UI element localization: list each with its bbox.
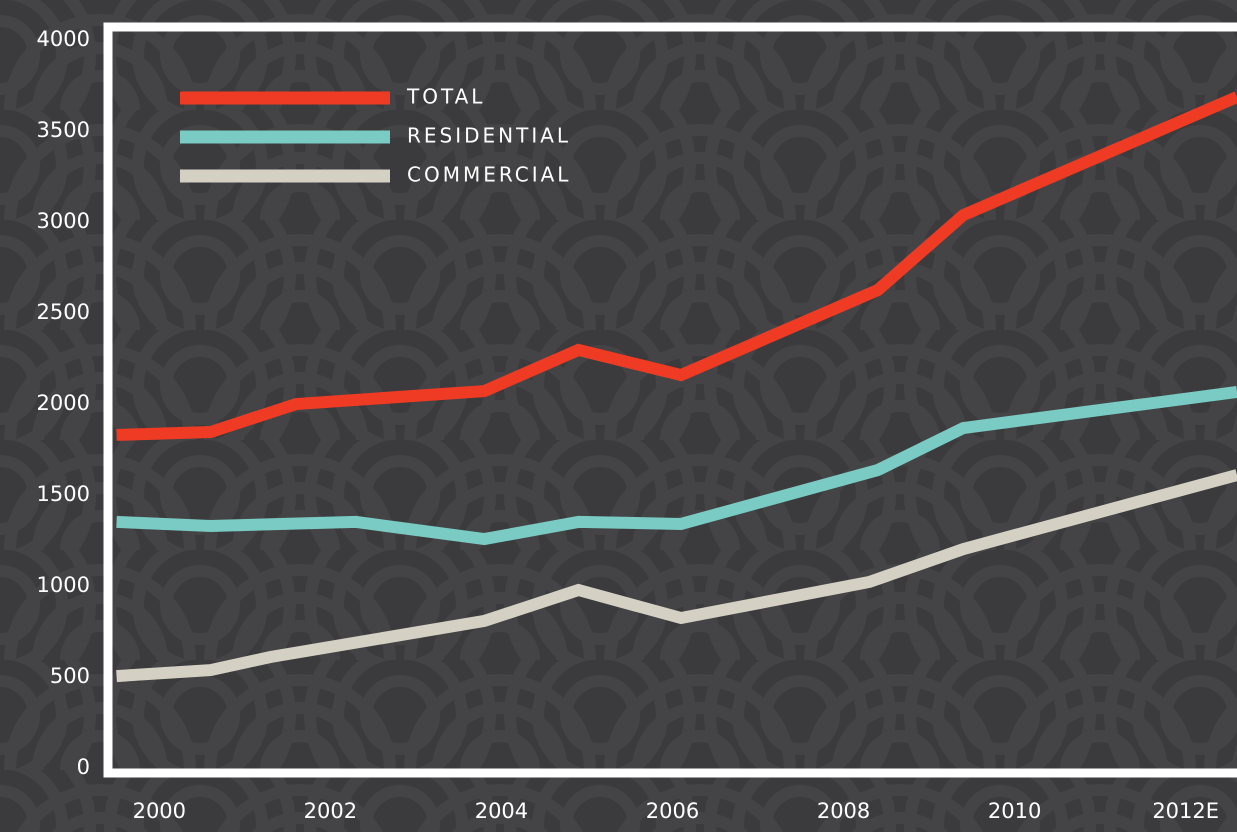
y-tick-label: 3000: [37, 209, 90, 233]
y-tick-label: 1000: [37, 573, 90, 597]
y-tick-label: 4000: [37, 27, 90, 51]
x-tick-label: 2012E: [1152, 799, 1219, 823]
x-tick-label: 2002: [304, 799, 357, 823]
y-tick-label: 0: [77, 755, 90, 779]
y-tick-label: 1500: [37, 482, 90, 506]
x-tick-label: 2010: [988, 799, 1041, 823]
y-tick-label: 2000: [37, 391, 90, 415]
x-tick-label: 2004: [475, 799, 528, 823]
x-tick-label: 2008: [817, 799, 870, 823]
y-tick-label: 2500: [37, 300, 90, 324]
y-tick-label: 3500: [37, 118, 90, 142]
y-tick-label: 500: [50, 664, 90, 688]
legend-label: COMMERCIAL: [407, 163, 571, 187]
chart: 0 500 1000 1500 2000 2500 3000 3500 4000 2000 2002…: [0, 0, 1237, 832]
legend-label: RESIDENTIAL: [407, 124, 571, 148]
x-tick-label: 2006: [646, 799, 699, 823]
legend-label: TOTAL: [406, 85, 485, 109]
x-tick-label: 2000: [133, 799, 186, 823]
